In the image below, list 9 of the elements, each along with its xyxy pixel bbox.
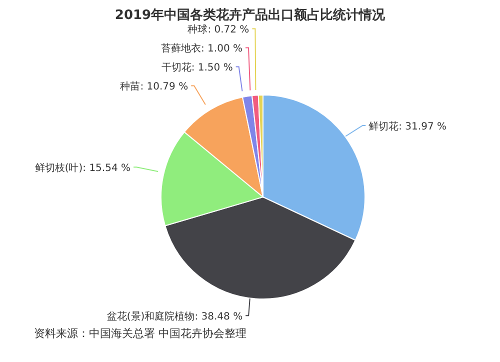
slice-label: 种球: 0.72 % <box>188 24 250 36</box>
slice-label: 盆花(景)和庭院植物: 38.48 % <box>106 310 243 323</box>
slice-label: 干切花: 1.50 % <box>161 62 233 74</box>
chart-title: 2019年中国各类花卉产品出口额占比统计情况 <box>114 6 386 24</box>
slice-label: 种苗: 10.79 % <box>120 80 188 93</box>
slice-label: 鲜切枝(叶): 15.54 % <box>34 162 131 174</box>
slice-label: 苔藓地衣: 1.00 % <box>161 42 243 55</box>
text: 资料来源：中国海关总署 中国花卉协会整理 <box>34 326 246 341</box>
slice-label: 鲜切花: 31.97 % <box>368 120 446 132</box>
